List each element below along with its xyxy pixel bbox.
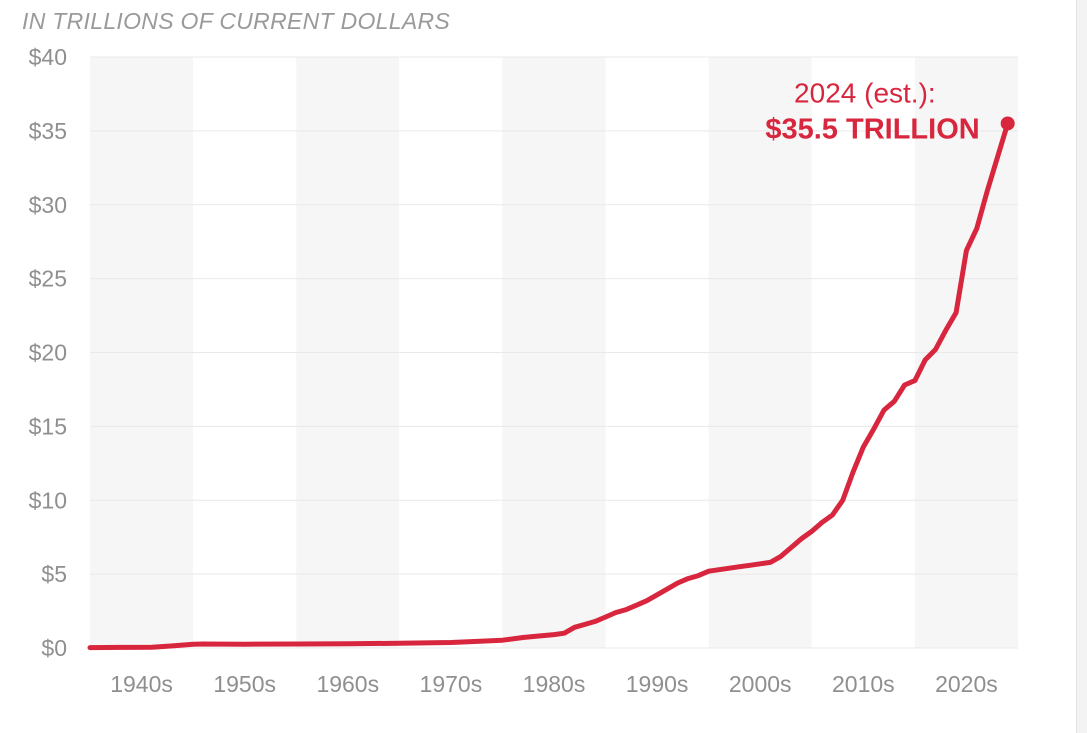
x-axis-ticks: 1940s 1950s 1960s 1970s 1980s 1990s 2000s 2010s… — [110, 671, 998, 697]
x-tick-label: 1940s — [110, 671, 173, 697]
y-axis-ticks: $0 $5 $10 $15 $20 $25 $30 $35 $40 — [29, 44, 67, 661]
y-tick-label: $5 — [41, 561, 67, 587]
scrollbar-track[interactable] — [1076, 0, 1087, 733]
y-tick-label: $0 — [41, 635, 67, 661]
y-tick-label: $40 — [29, 44, 67, 70]
y-tick-label: $15 — [29, 413, 67, 439]
x-tick-label: 1960s — [316, 671, 379, 697]
x-tick-label: 1980s — [523, 671, 586, 697]
x-tick-label: 2010s — [832, 671, 895, 697]
grid-lines — [90, 56, 1018, 649]
x-tick-label: 1970s — [420, 671, 483, 697]
x-tick-label: 1990s — [626, 671, 689, 697]
x-tick-label: 2000s — [729, 671, 792, 697]
x-tick-label: 1950s — [213, 671, 276, 697]
y-tick-label: $35 — [29, 118, 67, 144]
y-tick-label: $20 — [29, 340, 67, 366]
annotation-year-label: 2024 (est.): — [794, 77, 936, 108]
y-tick-label: $25 — [29, 266, 67, 292]
y-tick-label: $10 — [29, 487, 67, 513]
y-tick-label: $30 — [29, 192, 67, 218]
chart-subtitle: IN TRILLIONS OF CURRENT DOLLARS — [22, 8, 451, 34]
annotation-value-label: $35.5 TRILLION — [765, 113, 979, 145]
x-tick-label: 2020s — [935, 671, 998, 697]
debt-series-line — [87, 121, 1011, 651]
endpoint-marker — [1000, 116, 1015, 131]
